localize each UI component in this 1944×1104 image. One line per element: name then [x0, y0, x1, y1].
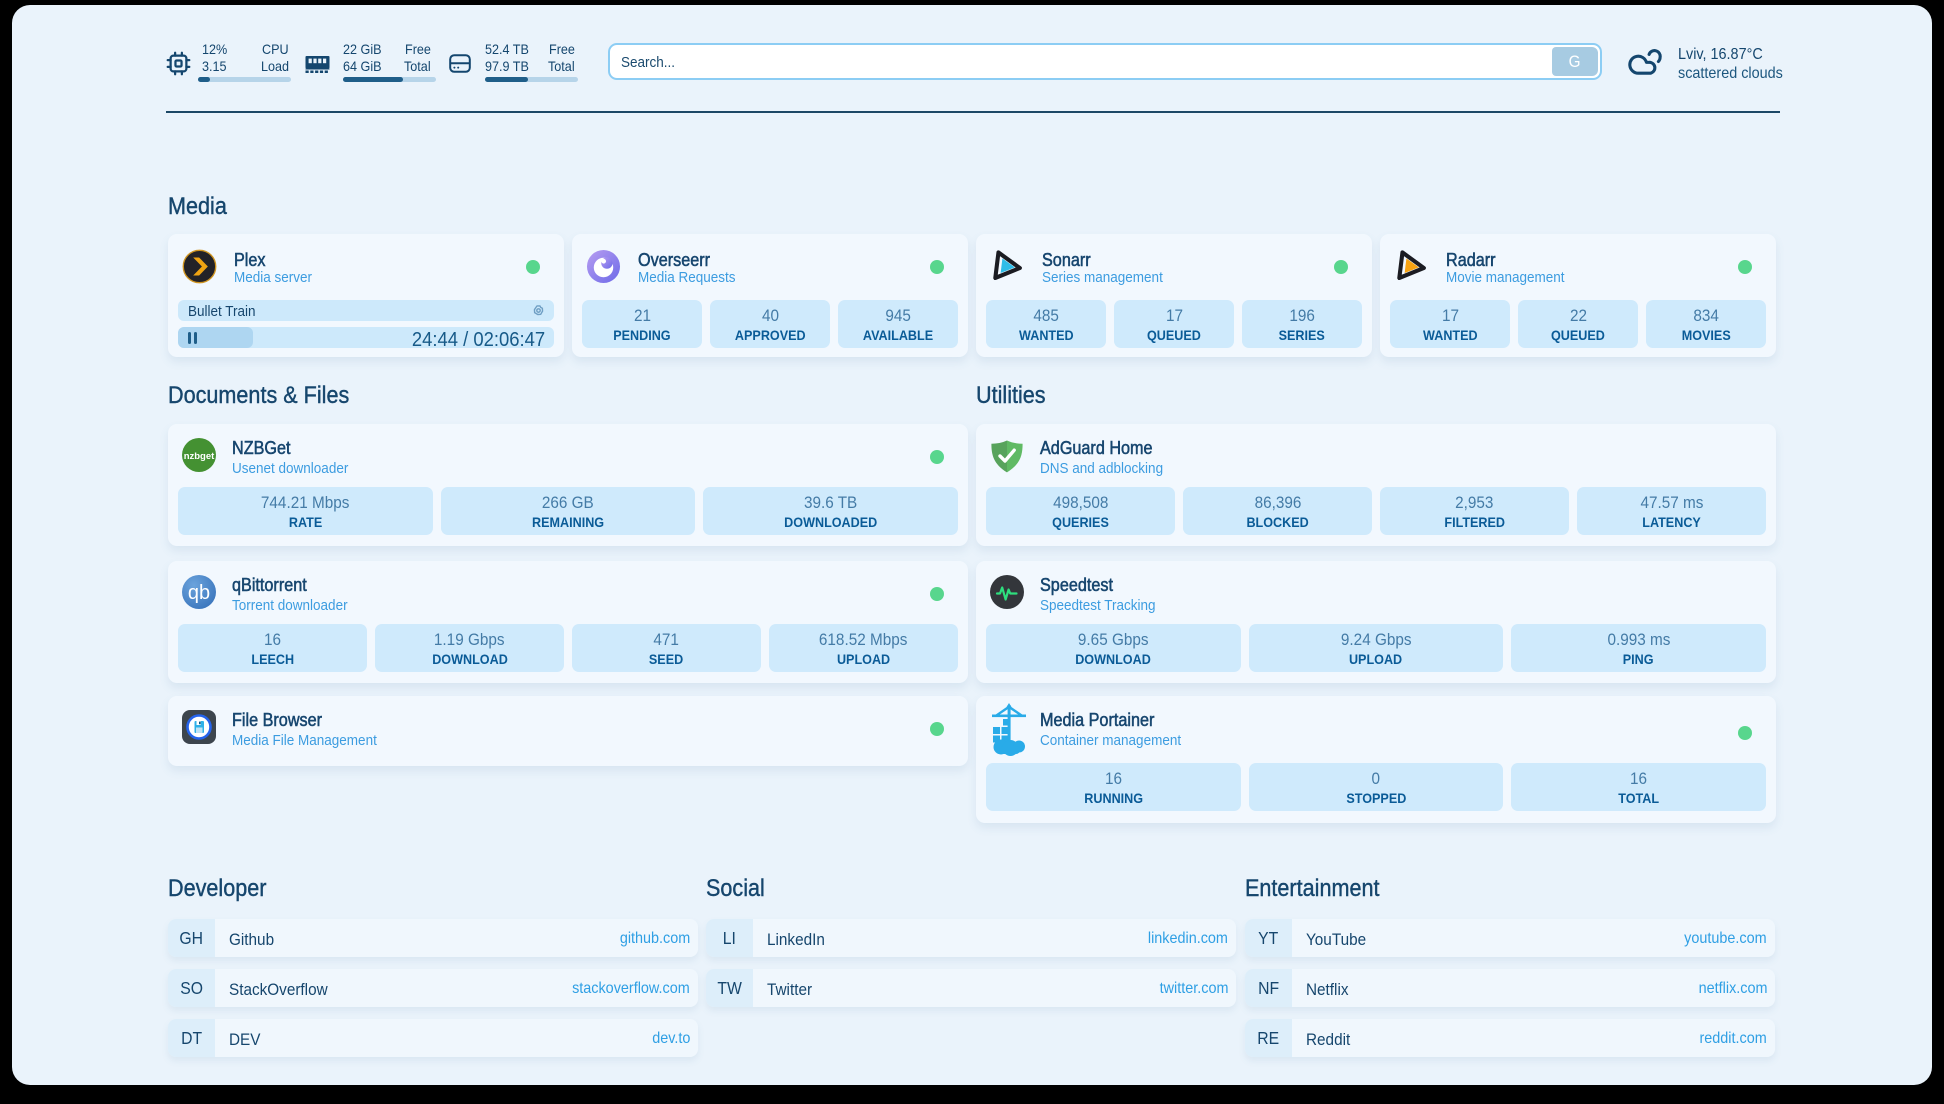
- svg-text:qb: qb: [188, 582, 210, 604]
- svg-text:nzbget: nzbget: [184, 451, 215, 462]
